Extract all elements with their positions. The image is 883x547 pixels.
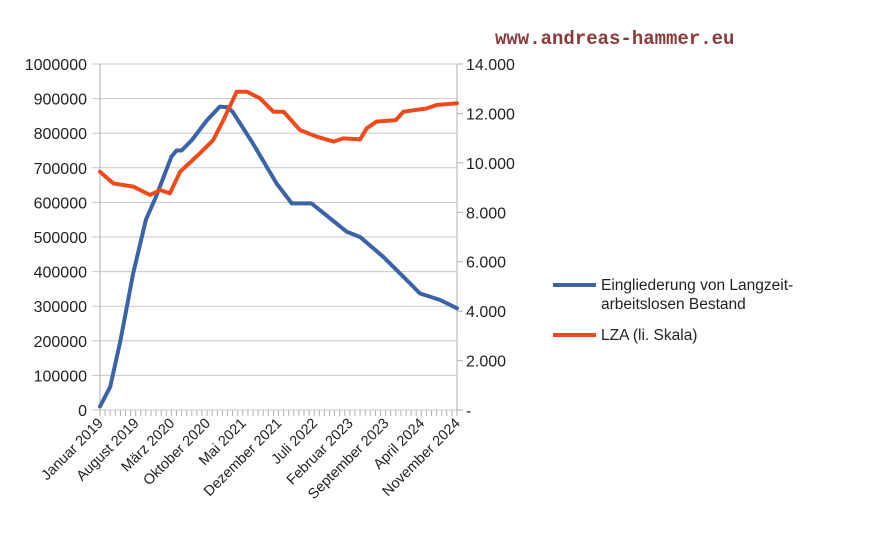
y-left-tick-label: 200000 — [34, 334, 87, 351]
y-left-tick-label: 800000 — [34, 126, 87, 143]
axes: 0 100000 200000 300000 400000 500000 600000 700… — [25, 57, 515, 503]
legend-label-lza: LZA (li. Skala) — [601, 327, 697, 344]
y-left-tick-label: 100000 — [34, 368, 87, 385]
y-right-tick-label: 10.000 — [466, 156, 515, 173]
y-right-tick-label: 8.000 — [466, 205, 506, 222]
legend-label-eingliederung-line2: arbeitslosen Bestand — [601, 296, 746, 313]
y-right-tick-label: 4.000 — [466, 304, 506, 321]
y-right-tick-label: 6.000 — [466, 255, 506, 272]
series-line-lza — [98, 89, 459, 197]
y-left-tick-label: 300000 — [34, 299, 87, 316]
series-line-eingliederung — [98, 104, 459, 409]
watermark: www.andreas-hammer.eu — [495, 28, 734, 50]
y-left-tick-label: 0 — [78, 403, 87, 420]
y-left-tick-label: 900000 — [34, 92, 87, 109]
y-right-tick-label: 12.000 — [466, 106, 515, 123]
y-left-tick-label: 700000 — [34, 161, 87, 178]
series-lines — [98, 89, 459, 409]
y-left-tick-label: 1000000 — [25, 57, 87, 74]
y-right-tick-label: - — [466, 403, 471, 420]
y-right-tick-label: 2.000 — [466, 354, 506, 371]
y-left-tick-label: 400000 — [34, 265, 87, 282]
legend: Eingliederung von Langzeit- arbeitslosen… — [553, 277, 793, 344]
legend-label-eingliederung-line1: Eingliederung von Langzeit- — [601, 277, 793, 294]
y-left-tick-label: 600000 — [34, 195, 87, 212]
y-left-tick-label: 500000 — [34, 230, 87, 247]
y-right-tick-label: 14.000 — [466, 57, 515, 74]
